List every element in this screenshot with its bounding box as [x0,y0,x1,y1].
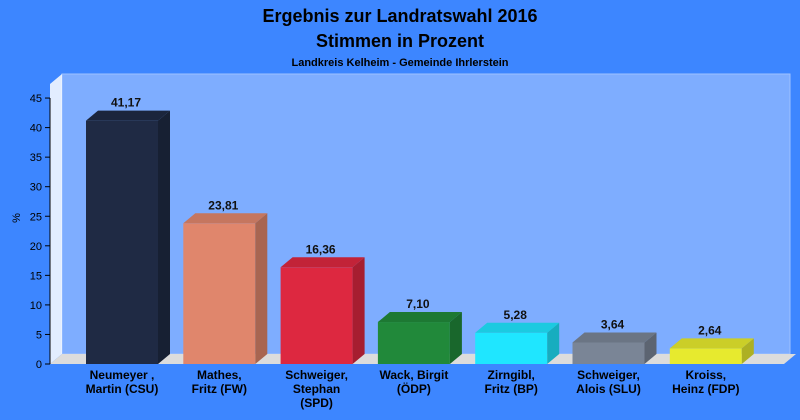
plot-back-wall [61,73,791,355]
category-labels: Neumeyer , Martin (CSU) Mathes, Fritz (FW) S… [86,368,740,410]
x-category-label-line: Fritz (BP) [485,382,538,396]
bar-side [449,312,462,364]
bar-side [158,110,170,364]
y-tick-label: 30 [30,182,42,194]
data-label: 23,81 [208,198,238,212]
bar-front [669,348,742,364]
bar-front [86,120,158,364]
bar-side [741,338,754,364]
y-tick-label: 40 [30,123,42,135]
bar-front [183,223,256,364]
y-tick-label: 5 [36,329,42,341]
x-category-label: Kroiss, Heinz (FDP) [672,368,739,396]
x-category-label-line: Fritz (FW) [192,382,247,396]
plot-side-wall [50,74,62,364]
data-label: 3,64 [601,317,625,331]
chart-title: Ergebnis zur Landratswahl 2016 [262,6,537,26]
bar-side [255,213,268,364]
bar-top [572,332,657,343]
x-category-label: Mathes, Fritz (FW) [192,368,247,396]
bar [475,322,560,364]
bar-top [280,257,365,268]
bar-top [377,312,462,323]
chart-subtitle: Landkreis Kelheim - Gemeinde Ihrlerstein [291,57,508,69]
bar-front [377,322,450,364]
y-axis-label: % [11,213,23,223]
bar-top [86,110,170,121]
y-tick-label: 0 [36,359,42,371]
data-label: 7,10 [406,297,430,311]
x-category-label-line: Kroiss, [685,368,726,382]
data-label: 41,17 [111,96,141,110]
y-tick-label: 15 [30,270,42,282]
x-category-label: Wack, Birgit (ÖDP) [379,368,448,396]
x-category-label: Neumeyer , Martin (CSU) [86,368,159,396]
bar-side [644,332,657,364]
x-category-label-line: Mathes, [197,368,242,382]
bar-top [669,338,754,349]
bar [183,213,268,364]
bar [669,338,754,364]
y-tick-label: 35 [30,152,42,164]
bar [377,312,462,364]
bar-side [352,257,365,364]
x-category-label-line: Zirngibl, [488,368,535,382]
x-category-label-line: Martin (CSU) [86,382,159,396]
data-labels: 41,17 23,81 16,36 7,10 5,28 3,64 2,64 [111,96,722,338]
bar [86,110,170,364]
bar [572,332,657,364]
x-category-label: Zirngibl, Fritz (BP) [485,368,538,396]
y-tick-label: 10 [30,300,42,312]
data-label: 2,64 [698,323,722,337]
x-category-label: Schweiger, Stephan (SPD) [285,368,348,410]
y-tick-label: 45 [30,93,42,105]
bars [86,110,754,364]
x-category-label-line: (SPD) [300,396,333,410]
data-label: 16,36 [306,242,336,256]
x-category-label-line: Wack, Birgit [379,368,448,382]
x-category-label-line: (ÖDP) [397,381,431,396]
bar-side [547,322,560,364]
x-category-label-line: Alois (SLU) [576,382,641,396]
x-category-label: Schweiger, Alois (SLU) [576,368,641,396]
y-tick-label: 20 [30,241,42,253]
bar [280,257,365,364]
y-tick-label: 25 [30,211,42,223]
x-category-label-line: Schweiger, [577,368,640,382]
bar-top [475,322,560,333]
chart-title-line2: Stimmen in Prozent [316,31,484,51]
bar-top [183,213,268,224]
x-category-label-line: Schweiger, [285,368,348,382]
x-category-label-line: Stephan [293,382,340,396]
data-label: 5,28 [504,308,528,322]
bar-front [280,267,353,364]
bar-front [572,342,645,364]
x-category-label-line: Neumeyer , [90,368,155,382]
x-category-label-line: Heinz (FDP) [672,382,739,396]
bar-front [475,332,548,364]
y-axis: 0 5 10 15 20 25 30 35 40 45 [30,93,51,371]
